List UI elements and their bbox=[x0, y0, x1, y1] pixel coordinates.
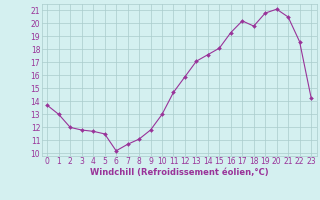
X-axis label: Windchill (Refroidissement éolien,°C): Windchill (Refroidissement éolien,°C) bbox=[90, 168, 268, 177]
